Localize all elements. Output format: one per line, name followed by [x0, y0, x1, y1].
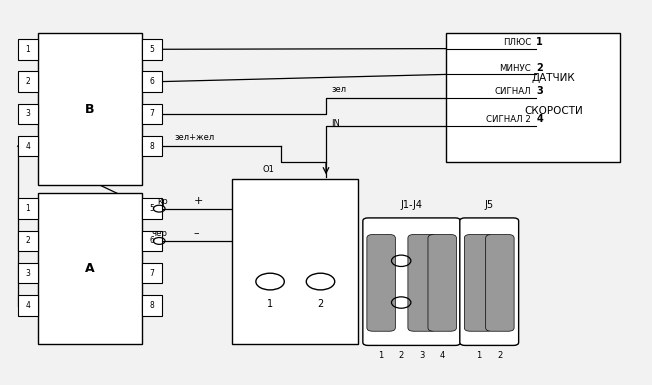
Bar [141, 71, 162, 92]
Text: МИНУС: МИНУС [499, 64, 531, 72]
Text: кр: кр [157, 197, 168, 206]
FancyBboxPatch shape [408, 234, 436, 331]
FancyBboxPatch shape [363, 218, 460, 345]
Bar [18, 198, 38, 219]
Text: 2: 2 [25, 77, 31, 86]
Text: 6: 6 [150, 77, 155, 86]
Text: 4: 4 [25, 301, 31, 310]
FancyBboxPatch shape [464, 234, 493, 331]
Text: 3: 3 [419, 351, 425, 360]
FancyBboxPatch shape [428, 234, 456, 331]
Bar [18, 71, 38, 92]
Text: 8: 8 [150, 142, 155, 151]
Bar [141, 198, 162, 219]
Text: ПЛЮС: ПЛЮС [503, 38, 531, 47]
Text: 1: 1 [25, 45, 31, 54]
Text: 3: 3 [25, 269, 31, 278]
Text: чер: чер [152, 229, 168, 238]
Text: 4: 4 [25, 142, 31, 151]
Bar [141, 231, 162, 251]
FancyBboxPatch shape [486, 234, 514, 331]
Text: 8: 8 [150, 301, 155, 310]
Bar [18, 231, 38, 251]
Text: 6: 6 [150, 236, 155, 246]
Text: 1: 1 [537, 37, 543, 47]
Text: СИГНАЛ: СИГНАЛ [494, 87, 531, 96]
Text: +: + [194, 196, 203, 206]
Bar [18, 104, 38, 124]
Text: 2: 2 [497, 351, 503, 360]
Text: СИГНАЛ 2: СИГНАЛ 2 [486, 115, 531, 124]
Text: –: – [194, 228, 199, 238]
Text: 1: 1 [267, 300, 273, 310]
Bar [141, 295, 162, 316]
Text: 1: 1 [476, 351, 481, 360]
Bar [141, 104, 162, 124]
Bar [18, 39, 38, 60]
FancyBboxPatch shape [367, 234, 395, 331]
Text: A: A [85, 262, 95, 275]
Text: 3: 3 [25, 109, 31, 118]
Text: О1: О1 [262, 164, 274, 174]
Bar [232, 179, 359, 344]
Bar [18, 263, 38, 283]
Text: 4: 4 [537, 114, 543, 124]
Text: 2: 2 [318, 300, 323, 310]
Bar [141, 39, 162, 60]
Text: 5: 5 [150, 204, 155, 213]
Text: 2: 2 [25, 236, 31, 246]
Text: 5: 5 [150, 45, 155, 54]
Text: 2: 2 [537, 62, 543, 72]
Bar [38, 33, 141, 185]
Text: 2: 2 [398, 351, 404, 360]
Bar [141, 263, 162, 283]
Text: СКОРОСТИ: СКОРОСТИ [524, 105, 583, 116]
Bar [38, 192, 141, 344]
Text: 3: 3 [537, 86, 543, 96]
Text: J5: J5 [484, 199, 494, 209]
Bar [141, 136, 162, 156]
Text: зел+жел: зел+жел [174, 132, 215, 142]
FancyBboxPatch shape [460, 218, 518, 345]
Text: B: B [85, 102, 95, 116]
Text: зел: зел [331, 85, 346, 94]
Bar [18, 136, 38, 156]
Text: 4: 4 [439, 351, 445, 360]
Text: 1: 1 [378, 351, 384, 360]
Text: J1-J4: J1-J4 [400, 199, 422, 209]
Text: 7: 7 [150, 109, 155, 118]
Text: 7: 7 [150, 269, 155, 278]
Bar [445, 33, 620, 162]
Bar [18, 295, 38, 316]
Text: 1: 1 [25, 204, 31, 213]
Text: ДАТЧИК: ДАТЧИК [532, 73, 576, 83]
Text: IN: IN [331, 119, 340, 128]
